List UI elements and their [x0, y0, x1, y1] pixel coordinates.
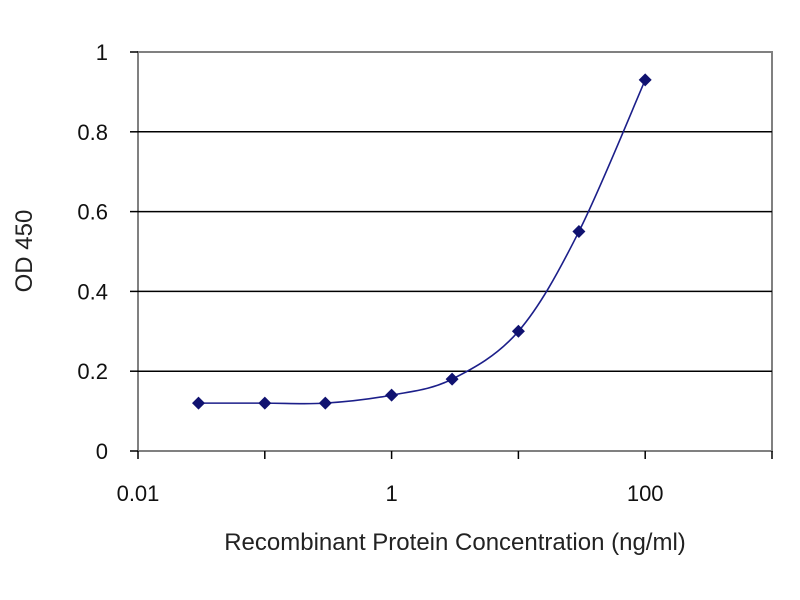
data-point: [258, 396, 272, 410]
data-point: [385, 388, 399, 402]
y-tick-label: 0.8: [77, 120, 108, 145]
y-tick-label: 0: [96, 439, 108, 464]
data-point: [445, 372, 459, 386]
data-point: [191, 396, 205, 410]
x-tick-label: 0.01: [117, 481, 160, 506]
data-point: [572, 225, 586, 239]
data-point: [318, 396, 332, 410]
data-point: [638, 73, 652, 87]
axes: 0 0.2 0.4 0.6 0.8 1 0.01 1 100: [77, 40, 773, 506]
y-axis-title: OD 450: [11, 210, 38, 293]
series-layer: [191, 73, 652, 410]
grid-lines: [138, 131, 772, 372]
x-tick-label: 1: [385, 481, 397, 506]
y-tick-label: 0.4: [77, 279, 108, 304]
y-tick-label: 1: [96, 40, 108, 65]
y-tick-label: 0.6: [77, 200, 108, 225]
x-tick-label: 100: [627, 481, 664, 506]
y-tick-label: 0.2: [77, 359, 108, 384]
x-axis-title: Recombinant Protein Concentration (ng/ml…: [224, 529, 686, 556]
data-point: [511, 324, 525, 338]
plot-area: [137, 51, 773, 452]
